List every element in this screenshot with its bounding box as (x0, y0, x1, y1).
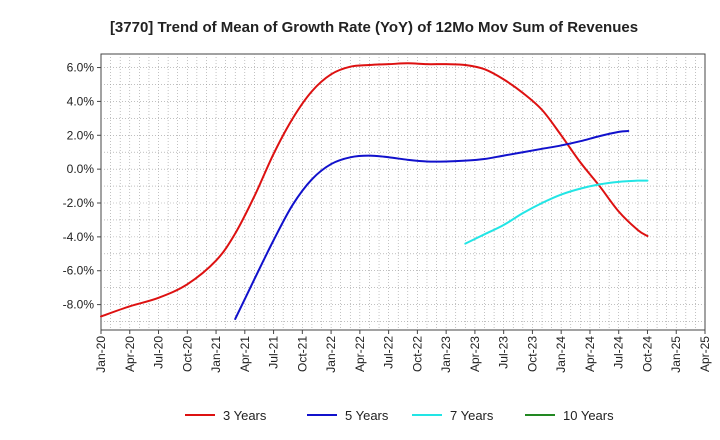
y-tick-label: 6.0% (67, 61, 95, 75)
chart-title: [3770] Trend of Mean of Growth Rate (YoY… (110, 19, 638, 36)
y-axis: -8.0% -6.0% -4.0% -2.0% 0.0% 2.0% 4.0% 6.0% (63, 61, 101, 312)
series-line-5-years (234, 130, 630, 320)
plot-area (100, 53, 706, 331)
y-tick-label: -8.0% (63, 298, 95, 312)
x-axis: Jan-20 Apr-20 Jul-20 Oct-20 Jan-21 Apr-21 Jul-… (94, 330, 712, 373)
x-tick-label: Apr-23 (468, 336, 482, 372)
x-tick-label: Apr-22 (353, 336, 367, 372)
x-tick-label: Jan-25 (669, 336, 683, 373)
x-tick-label: Apr-24 (583, 336, 597, 372)
y-tick-label: -6.0% (63, 264, 95, 278)
legend-label-5-years: 5 Years (345, 408, 389, 423)
x-tick-label: Apr-20 (123, 336, 137, 372)
x-tick-label: Apr-21 (238, 336, 252, 372)
y-tick-label: -4.0% (63, 230, 95, 244)
y-tick-label: -2.0% (63, 196, 95, 210)
y-tick-label: 2.0% (67, 128, 95, 142)
x-tick-label: Jan-22 (324, 336, 338, 373)
x-tick-label: Jul-23 (497, 336, 511, 369)
legend: 3 Years 5 Years 7 Years 10 Years (185, 408, 614, 423)
series-line-7-years (464, 179, 649, 245)
x-tick-label: Jul-24 (612, 336, 626, 369)
y-tick-label: 0.0% (67, 162, 95, 176)
series-lines (100, 62, 649, 320)
x-tick-label: Oct-24 (640, 336, 654, 372)
x-tick-label: Oct-23 (525, 336, 539, 372)
x-tick-label: Jan-24 (554, 336, 568, 373)
legend-label-3-years: 3 Years (223, 408, 267, 423)
legend-label-10-years: 10 Years (563, 408, 614, 423)
x-tick-label: Jan-20 (94, 336, 108, 373)
legend-label-7-years: 7 Years (450, 408, 494, 423)
series-line-3-years (100, 62, 649, 318)
x-tick-label: Jan-21 (209, 336, 223, 373)
y-tick-label: 4.0% (67, 94, 95, 108)
x-tick-label: Jul-21 (267, 336, 281, 369)
x-tick-label: Oct-22 (410, 336, 424, 372)
x-tick-label: Jul-20 (152, 336, 166, 369)
x-tick-label: Oct-21 (295, 336, 309, 372)
x-tick-label: Oct-20 (180, 336, 194, 372)
x-tick-label: Jul-22 (382, 336, 396, 369)
x-tick-label: Apr-25 (698, 336, 712, 372)
x-tick-label: Jan-23 (439, 336, 453, 373)
